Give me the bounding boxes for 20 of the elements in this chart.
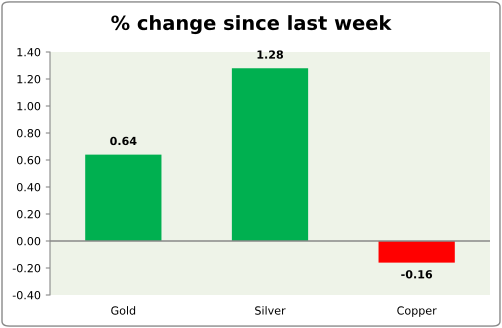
x-tick-label: Gold xyxy=(111,306,136,315)
chart-title: % change since last week xyxy=(111,15,392,34)
y-tick-label: -0.20 xyxy=(12,264,40,272)
y-tick-label: 1.40 xyxy=(17,48,40,56)
y-tick-label: -0.40 xyxy=(12,290,40,300)
y-tick-label: 0.20 xyxy=(16,210,40,218)
y-tick-label: 1.20 xyxy=(17,74,40,84)
data-label: 1.28 xyxy=(258,50,284,59)
y-tick-label: 0.80 xyxy=(16,128,40,138)
data-label: -0.16 xyxy=(401,270,432,278)
x-tick-label: Silver xyxy=(255,306,286,315)
x-tick-label: Copper xyxy=(397,306,437,317)
bar xyxy=(85,154,162,241)
y-tick-label: 0.40 xyxy=(16,182,40,192)
y-tick-label: 0.00 xyxy=(16,236,40,246)
y-tick-label: 0.60 xyxy=(16,156,40,164)
bar xyxy=(378,241,455,263)
data-label: 0.64 xyxy=(110,136,137,146)
y-tick-label: 1.00 xyxy=(17,102,40,110)
bar xyxy=(232,68,308,241)
